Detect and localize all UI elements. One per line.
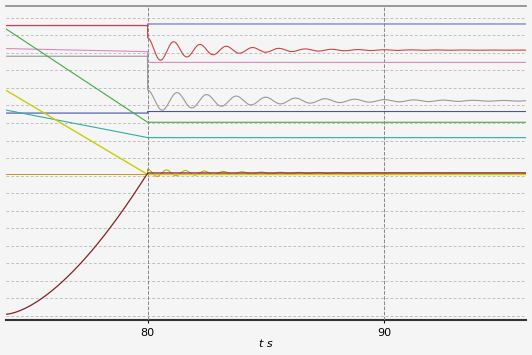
X-axis label: t s: t s: [259, 339, 273, 349]
